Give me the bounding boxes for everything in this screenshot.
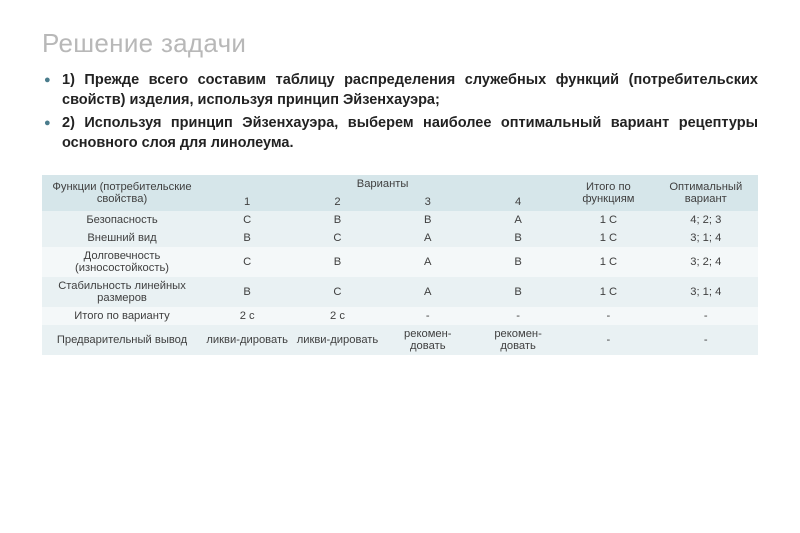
th-v3: 3 bbox=[383, 193, 473, 211]
cell: B bbox=[383, 211, 473, 229]
cell: C bbox=[292, 277, 382, 307]
cell: - bbox=[473, 307, 563, 325]
cell: C bbox=[202, 211, 292, 229]
table-row: Итого по варианту 2 с 2 с - - - - bbox=[42, 307, 758, 325]
cell: рекомен-довать bbox=[383, 325, 473, 355]
cell: 1 C bbox=[563, 211, 653, 229]
th-v1: 1 bbox=[202, 193, 292, 211]
cell-name: Безопасность bbox=[42, 211, 202, 229]
cell: B bbox=[292, 247, 382, 277]
cell: 3; 1; 4 bbox=[654, 229, 758, 247]
th-optimal: Оптимальный вариант bbox=[654, 175, 758, 211]
cell: 1 C bbox=[563, 229, 653, 247]
cell-name: Внешний вид bbox=[42, 229, 202, 247]
th-total: Итого по функциям bbox=[563, 175, 653, 211]
bullet-list: 1) Прежде всего составим таблицу распред… bbox=[44, 71, 758, 153]
cell: B bbox=[202, 277, 292, 307]
cell: - bbox=[563, 307, 653, 325]
slide: Решение задачи 1) Прежде всего составим … bbox=[0, 0, 800, 533]
table-row: Внешний вид B C A B 1 C 3; 1; 4 bbox=[42, 229, 758, 247]
cell: A bbox=[383, 247, 473, 277]
cell-name: Итого по варианту bbox=[42, 307, 202, 325]
cell-name: Предварительный вывод bbox=[42, 325, 202, 355]
th-functions: Функции (потребительские свойства) bbox=[42, 175, 202, 211]
cell: 4; 2; 3 bbox=[654, 211, 758, 229]
cell: 3; 1; 4 bbox=[654, 277, 758, 307]
bullet-item: 2) Используя принцип Эйзенхауэра, выбере… bbox=[44, 114, 758, 153]
header-row-1: Функции (потребительские свойства) Вариа… bbox=[42, 175, 758, 193]
cell: C bbox=[202, 247, 292, 277]
cell-name: Долговечность (износостойкость) bbox=[42, 247, 202, 277]
cell: рекомен-довать bbox=[473, 325, 563, 355]
cell: C bbox=[292, 229, 382, 247]
cell: B bbox=[292, 211, 382, 229]
table-container: Функции (потребительские свойства) Вариа… bbox=[42, 175, 758, 355]
th-v4: 4 bbox=[473, 193, 563, 211]
distribution-table: Функции (потребительские свойства) Вариа… bbox=[42, 175, 758, 355]
cell: B bbox=[473, 229, 563, 247]
cell: B bbox=[202, 229, 292, 247]
cell: 2 с bbox=[292, 307, 382, 325]
cell-name: Стабильность линейных размеров bbox=[42, 277, 202, 307]
table-head: Функции (потребительские свойства) Вариа… bbox=[42, 175, 758, 211]
bullet-item: 1) Прежде всего составим таблицу распред… bbox=[44, 71, 758, 110]
cell: ликви-дировать bbox=[292, 325, 382, 355]
slide-title: Решение задачи bbox=[42, 28, 758, 59]
cell: ликви-дировать bbox=[202, 325, 292, 355]
cell: 1 C bbox=[563, 247, 653, 277]
table-row: Стабильность линейных размеров B C A B 1… bbox=[42, 277, 758, 307]
cell: - bbox=[654, 307, 758, 325]
cell: A bbox=[383, 277, 473, 307]
table-row: Безопасность C B B A 1 C 4; 2; 3 bbox=[42, 211, 758, 229]
table-body: Безопасность C B B A 1 C 4; 2; 3 Внешний… bbox=[42, 211, 758, 355]
cell: 1 C bbox=[563, 277, 653, 307]
cell: - bbox=[654, 325, 758, 355]
th-v2: 2 bbox=[292, 193, 382, 211]
cell: 2 с bbox=[202, 307, 292, 325]
table-row: Предварительный вывод ликви-дировать лик… bbox=[42, 325, 758, 355]
cell: A bbox=[473, 211, 563, 229]
cell: A bbox=[383, 229, 473, 247]
cell: B bbox=[473, 247, 563, 277]
cell: - bbox=[383, 307, 473, 325]
cell: B bbox=[473, 277, 563, 307]
cell: 3; 2; 4 bbox=[654, 247, 758, 277]
table-row: Долговечность (износостойкость) C B A B … bbox=[42, 247, 758, 277]
cell: - bbox=[563, 325, 653, 355]
th-variants: Варианты bbox=[202, 175, 563, 193]
